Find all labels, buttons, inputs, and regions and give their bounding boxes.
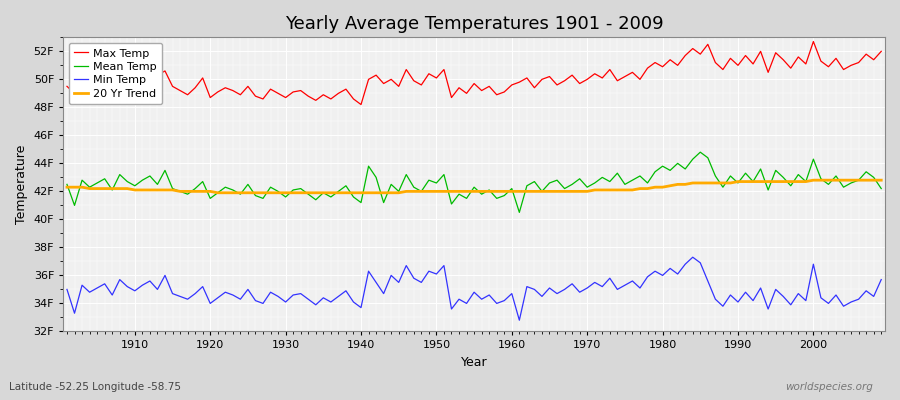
Mean Temp <box>514 210 525 215</box>
Line: Mean Temp: Mean Temp <box>67 152 881 212</box>
Min Temp <box>507 291 517 296</box>
20 Yr Trend <box>122 186 132 191</box>
Text: worldspecies.org: worldspecies.org <box>785 382 873 392</box>
Max Temp <box>356 102 366 107</box>
20 Yr Trend <box>507 189 517 194</box>
Line: 20 Yr Trend: 20 Yr Trend <box>67 180 881 193</box>
Max Temp <box>876 49 886 54</box>
Mean Temp <box>122 179 132 184</box>
Mean Temp <box>695 150 706 154</box>
Mean Temp <box>288 188 299 192</box>
Min Temp <box>499 298 509 303</box>
Legend: Max Temp, Mean Temp, Min Temp, 20 Yr Trend: Max Temp, Mean Temp, Min Temp, 20 Yr Tre… <box>68 43 162 104</box>
Line: Min Temp: Min Temp <box>67 257 881 320</box>
Min Temp <box>61 287 72 292</box>
Mean Temp <box>499 193 509 198</box>
Text: Latitude -52.25 Longitude -58.75: Latitude -52.25 Longitude -58.75 <box>9 382 181 392</box>
Y-axis label: Temperature: Temperature <box>15 145 28 224</box>
20 Yr Trend <box>605 188 616 192</box>
Max Temp <box>122 81 132 86</box>
20 Yr Trend <box>61 185 72 190</box>
Min Temp <box>876 277 886 282</box>
Max Temp <box>333 91 344 96</box>
Min Temp <box>333 294 344 299</box>
Max Temp <box>808 39 819 44</box>
Min Temp <box>605 276 616 281</box>
Mean Temp <box>876 186 886 191</box>
Min Temp <box>688 255 698 260</box>
20 Yr Trend <box>514 189 525 194</box>
20 Yr Trend <box>340 190 351 195</box>
Line: Max Temp: Max Temp <box>67 42 881 104</box>
Mean Temp <box>605 179 616 184</box>
20 Yr Trend <box>808 178 819 182</box>
Max Temp <box>288 90 299 94</box>
Min Temp <box>288 293 299 298</box>
20 Yr Trend <box>212 190 223 195</box>
Mean Temp <box>61 182 72 187</box>
20 Yr Trend <box>295 190 306 195</box>
Min Temp <box>514 318 525 323</box>
Max Temp <box>514 80 525 84</box>
Mean Temp <box>333 189 344 194</box>
Title: Yearly Average Temperatures 1901 - 2009: Yearly Average Temperatures 1901 - 2009 <box>284 15 663 33</box>
Max Temp <box>61 84 72 89</box>
Max Temp <box>507 82 517 87</box>
Mean Temp <box>507 186 517 191</box>
X-axis label: Year: Year <box>461 356 488 369</box>
20 Yr Trend <box>876 178 886 182</box>
Max Temp <box>605 67 616 72</box>
Min Temp <box>122 284 132 289</box>
